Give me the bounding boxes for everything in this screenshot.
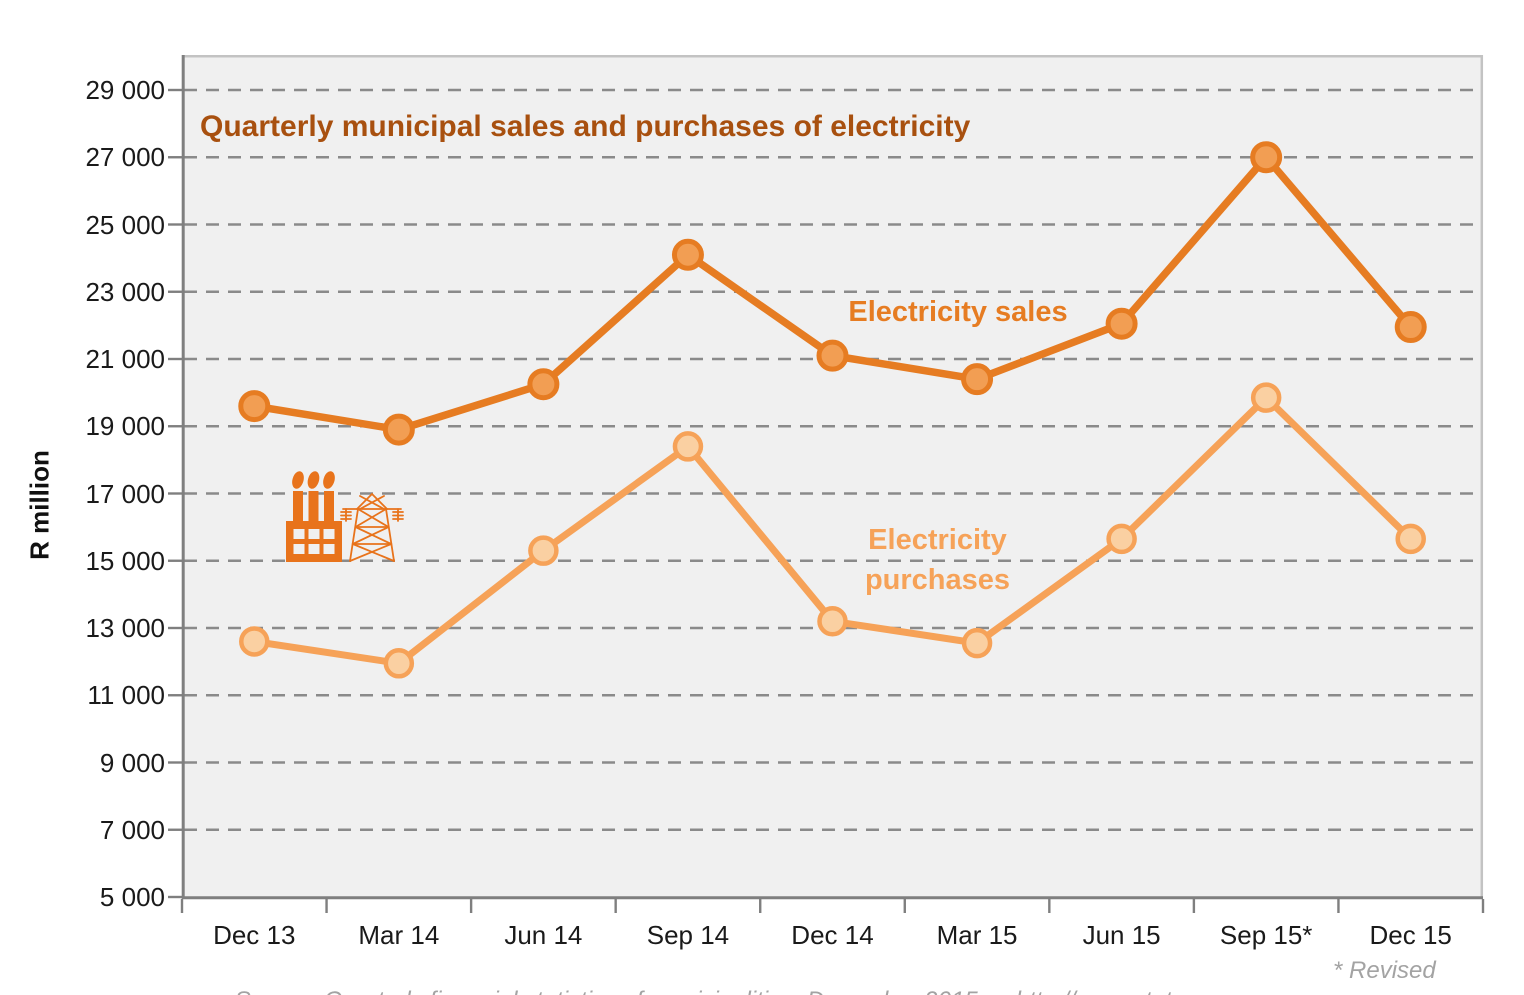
- purchases-marker: [1395, 523, 1426, 555]
- sales-marker: [382, 413, 415, 446]
- x-tick-label: Dec 14: [791, 920, 874, 950]
- x-tick-label: Sep 14: [646, 920, 730, 950]
- x-tick-label: Dec 13: [213, 920, 296, 950]
- x-tick-label: Mar 15: [936, 920, 1018, 950]
- y-axis-ticks: [168, 88, 182, 899]
- sales-marker: [1105, 307, 1138, 340]
- y-tick-label: 25 000: [85, 209, 165, 240]
- x-tick-label: Sep 15*: [1219, 920, 1313, 950]
- y-tick-label: 21 000: [85, 344, 165, 374]
- data-series: [238, 141, 1427, 679]
- purchases-marker: [383, 648, 415, 679]
- x-tick-label: Mar 14: [358, 920, 440, 950]
- chart-title: Quarterly municipal sales and purchases …: [200, 110, 971, 143]
- purchases-marker: [1106, 523, 1137, 555]
- y-tick-label: 17 000: [85, 478, 165, 509]
- series-label-electricity-purchases: Electricity purchases: [864, 524, 1011, 596]
- purchases-marker: [239, 626, 270, 657]
- transmission-tower-icon: [340, 492, 404, 562]
- y-tick-label: 5 000: [99, 882, 165, 912]
- purchases-marker: [961, 627, 993, 659]
- sales-marker: [238, 390, 271, 423]
- plot-background: [182, 55, 1483, 899]
- sales-marker: [1394, 311, 1427, 344]
- purchases-marker: [817, 606, 848, 637]
- source-text: Source: Quarterly financial statistics o…: [235, 987, 978, 995]
- sales-marker: [527, 368, 560, 401]
- y-tick-label: 9 000: [99, 747, 165, 778]
- purchases-marker: [672, 431, 704, 462]
- source-note: Source: Quarterly financial statistics o…: [208, 956, 1285, 995]
- revised-note: * Revised: [1333, 957, 1436, 984]
- sales-marker: [961, 363, 994, 396]
- series-label-electricity-sales: Electricity sales: [848, 296, 1068, 328]
- sales-marker: [816, 339, 849, 372]
- y-tick-label: 13 000: [85, 613, 165, 643]
- purchases-marker: [528, 535, 559, 566]
- purchases-marker: [1250, 382, 1282, 413]
- y-tick-label: 7 000: [99, 814, 165, 845]
- y-tick-label: 11 000: [87, 680, 165, 711]
- factory-icon: [286, 471, 342, 562]
- y-tick-label: 27 000: [85, 142, 165, 173]
- x-axis-ticks: [180, 899, 1485, 913]
- y-tick-label: 29 000: [85, 75, 165, 105]
- y-tick-label: 19 000: [85, 411, 165, 442]
- source-url: http://www.statssa.gov.za: [1016, 987, 1285, 995]
- sales-marker: [671, 238, 704, 271]
- y-tick-label: 15 000: [85, 545, 165, 576]
- x-tick-label: Jun 15: [1082, 920, 1161, 950]
- x-tick-label: Dec 15: [1369, 920, 1452, 950]
- x-tick-label: Jun 14: [504, 920, 583, 950]
- y-tick-label: 23 000: [85, 276, 165, 307]
- sales-marker: [1250, 141, 1283, 174]
